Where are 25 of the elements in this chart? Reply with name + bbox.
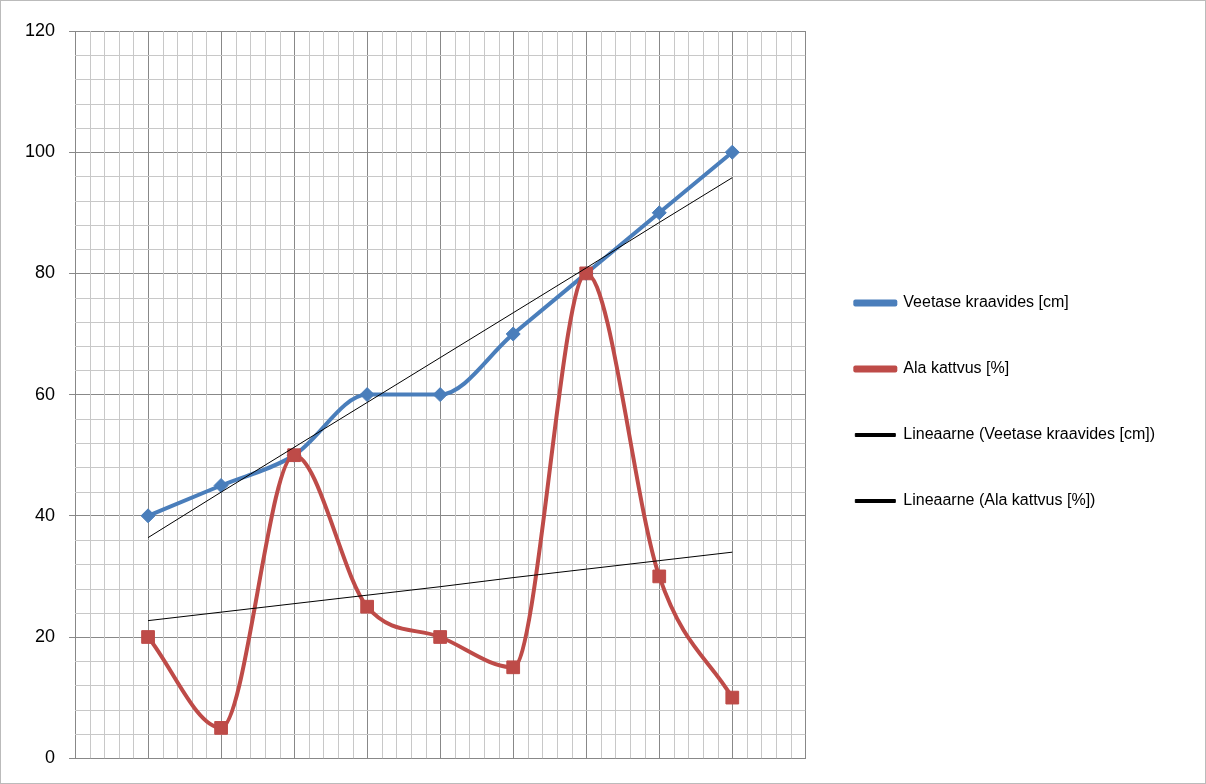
point [725, 690, 740, 705]
point [213, 478, 229, 493]
point [432, 387, 448, 403]
legend-label: Lineaarne (Veetase kraavides [cm]) [903, 425, 1155, 443]
legend-label: Lineaarne (Ala kattvus [%]) [903, 491, 1096, 509]
point [433, 630, 448, 644]
y-tick-label: 120 [24, 19, 56, 40]
y-tick-label: 0 [45, 747, 56, 768]
point [724, 144, 740, 160]
point [360, 599, 375, 614]
point [651, 205, 667, 221]
point [214, 721, 228, 735]
legend-label: Veetase kraavides [cm] [903, 293, 1069, 311]
y-tick-label: 60 [35, 383, 56, 404]
point [141, 630, 155, 644]
y-tick-label: 100 [24, 141, 56, 162]
y-tick-label: 20 [35, 625, 56, 646]
point [140, 508, 156, 524]
y-tick-label: 80 [35, 262, 56, 283]
point [652, 569, 667, 584]
point [359, 387, 375, 403]
y-tick-label: 40 [35, 504, 56, 525]
point [506, 660, 521, 675]
point [505, 326, 521, 342]
legend-label: Ala kattvus [%] [903, 359, 1010, 377]
